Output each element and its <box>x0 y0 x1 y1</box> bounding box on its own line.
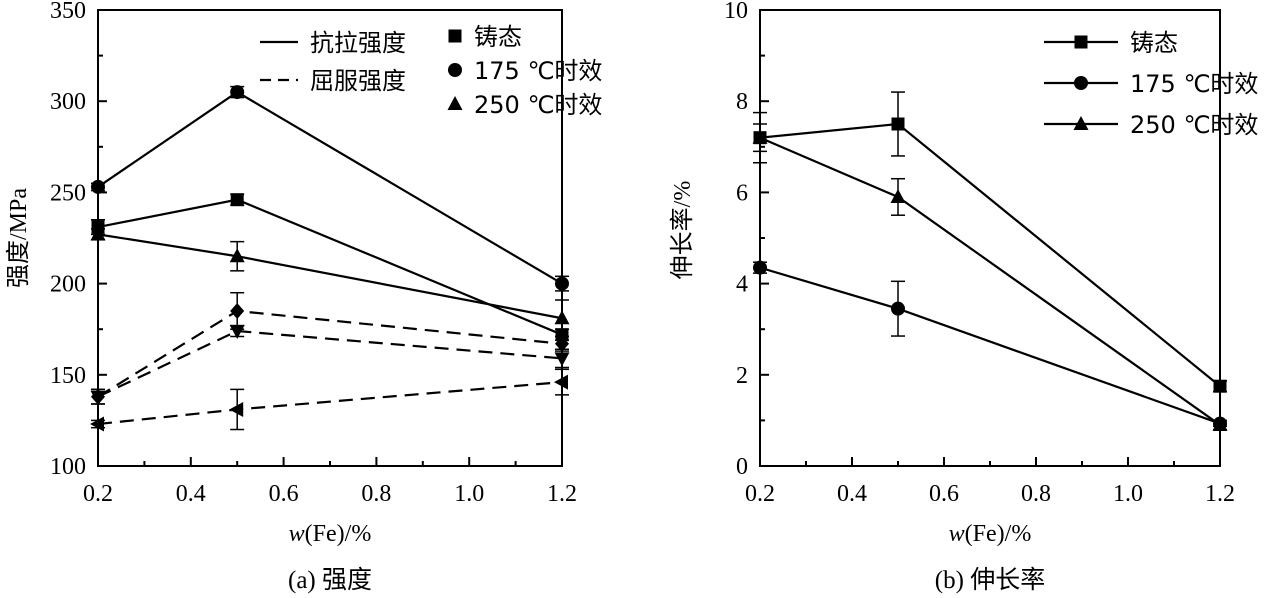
data-point <box>555 335 569 352</box>
series-line <box>97 309 563 398</box>
series-group-strength <box>90 85 570 432</box>
axis-ticks-elongation: 0.2 0.4 0.6 0.8 1.0 1.2 0 2 4 6 8 10 <box>724 0 1235 507</box>
legend-marker-label: 250 ℃时效 <box>474 91 602 119</box>
legend-marker <box>1073 116 1089 130</box>
y-tick-label: 0 <box>736 454 748 480</box>
data-point <box>555 276 569 291</box>
y-axis-label-elongation: 伸长率/% <box>669 181 696 280</box>
series-0 <box>91 193 569 342</box>
series-5 <box>90 368 569 432</box>
series-group-elongation <box>752 91 1228 431</box>
x-tick-label: 0.8 <box>1021 481 1051 507</box>
series-line <box>759 266 1221 425</box>
x-tick-label: 0.2 <box>83 481 113 507</box>
legend-line-style-label: 屈服强度 <box>310 67 406 95</box>
series-line <box>97 90 563 285</box>
data-point <box>230 193 244 207</box>
series-1 <box>91 85 569 292</box>
data-point <box>753 260 767 275</box>
legend-label: 175 ℃时效 <box>1130 70 1258 98</box>
data-point <box>1212 416 1228 431</box>
series-line <box>97 380 563 426</box>
data-point <box>90 226 106 241</box>
data-point <box>752 129 768 144</box>
x-tick-label: 1.0 <box>454 481 484 507</box>
x-tick-label: 0.8 <box>361 481 391 507</box>
data-point <box>554 374 568 390</box>
data-point <box>90 416 104 432</box>
data-point <box>891 301 905 316</box>
panel-elongation: 0.2 0.4 0.6 0.8 1.0 1.2 0 2 4 6 8 10 铸态 175 ℃时效 250 ℃… <box>669 0 1258 594</box>
x-tick-label: 0.4 <box>176 481 206 507</box>
y-tick-label: 300 <box>50 89 86 115</box>
series-1 <box>753 260 1227 431</box>
caption-elongation: (b) 伸长率 <box>935 566 1045 594</box>
y-tick-label: 150 <box>50 363 86 389</box>
x-axis-label-strength: w(Fe)/% <box>289 521 372 547</box>
legend-marker-label: 175 ℃时效 <box>474 57 602 85</box>
x-tick-label: 0.4 <box>837 481 867 507</box>
y-axis-label-strength: 强度/MPa <box>5 188 32 288</box>
series-2 <box>90 226 570 338</box>
legend-marker <box>1074 35 1088 49</box>
data-point <box>1213 379 1227 393</box>
y-tick-label: 200 <box>50 272 86 298</box>
y-tick-label: 8 <box>736 89 748 115</box>
y-tick-label: 4 <box>736 272 748 298</box>
x-tick-label: 1.2 <box>547 481 577 507</box>
series-2 <box>752 123 1228 431</box>
x-axis-label-elongation: w(Fe)/% <box>949 521 1032 547</box>
legend-label: 250 ℃时效 <box>1130 111 1258 139</box>
legend-line-style-label: 抗拉强度 <box>310 29 406 57</box>
legend-marker-label: 铸态 <box>474 23 522 51</box>
series-line <box>97 329 563 398</box>
x-tick-label: 0.6 <box>269 481 299 507</box>
y-tick-label: 100 <box>50 454 86 480</box>
data-point <box>890 188 906 203</box>
data-point <box>229 401 244 417</box>
y-tick-label: 2 <box>736 363 748 389</box>
series-line <box>759 122 1221 388</box>
data-point <box>554 352 570 367</box>
series-4 <box>91 291 569 405</box>
y-tick-label: 250 <box>50 180 86 206</box>
x-tick-label: 1.2 <box>1205 481 1235 507</box>
data-point <box>554 310 570 325</box>
data-point <box>91 179 105 194</box>
panel-strength: 0.2 0.4 0.6 0.8 1.0 1.2 100 150 200 250 300 350 抗拉强… <box>5 0 602 594</box>
legend-elongation: 铸态 175 ℃时效 250 ℃时效 <box>1044 29 1258 139</box>
data-point <box>230 302 245 319</box>
data-point <box>891 117 905 131</box>
y-tick-label: 6 <box>736 180 748 206</box>
x-tick-label: 1.0 <box>1113 481 1143 507</box>
legend-label: 铸态 <box>1130 29 1178 57</box>
legend-marker <box>448 29 462 43</box>
y-tick-label: 350 <box>50 0 86 24</box>
legend-marker <box>1074 76 1088 90</box>
axis-ticks-strength: 0.2 0.4 0.6 0.8 1.0 1.2 100 150 200 250 300 350 <box>50 0 577 507</box>
x-tick-label: 0.2 <box>745 481 775 507</box>
data-point <box>91 388 105 405</box>
legend-marker <box>447 96 463 110</box>
legend-marker <box>448 63 462 77</box>
series-line <box>97 233 563 320</box>
y-tick-label: 10 <box>724 0 748 24</box>
caption-strength: (a) 强度 <box>288 566 372 594</box>
series-line <box>97 198 563 336</box>
data-point <box>230 85 245 100</box>
data-point <box>229 248 245 263</box>
series-line <box>759 136 1221 426</box>
x-tick-label: 0.6 <box>929 481 959 507</box>
